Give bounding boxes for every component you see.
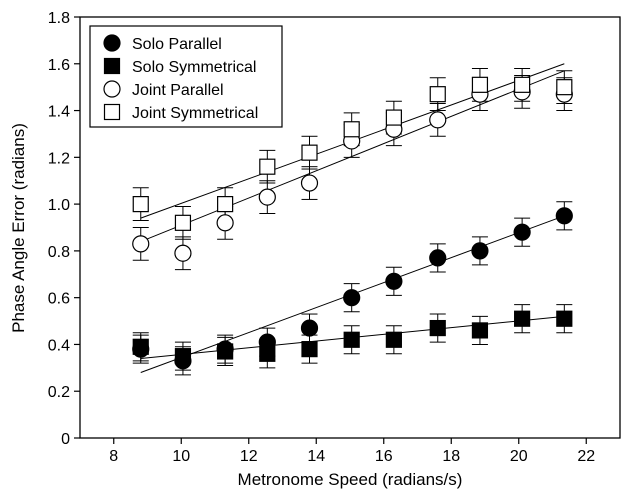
joint-symmetrical-point	[132, 196, 149, 213]
joint-symmetrical-point	[301, 144, 318, 161]
solo-parallel-point	[343, 289, 361, 307]
y-axis-title: Phase Angle Error (radians)	[9, 123, 28, 333]
joint-parallel-point	[174, 244, 192, 262]
y-tick-label: 0.2	[48, 384, 70, 401]
x-tick-label: 18	[442, 448, 460, 465]
solo-parallel-point	[429, 249, 447, 267]
x-tick-label: 8	[109, 448, 118, 465]
solo-parallel-point	[300, 319, 319, 337]
joint-parallel-point	[216, 214, 234, 232]
solo-parallel-point	[513, 223, 531, 241]
y-tick-label: 1.2	[48, 150, 70, 167]
joint-symmetrical-point	[385, 109, 402, 126]
joint-symmetrical-point	[217, 196, 234, 213]
plot-frame	[79, 16, 621, 439]
legend-label-joint-symmetrical: Joint Symmetrical	[132, 105, 258, 122]
joint-symmetrical-point	[174, 214, 192, 231]
x-tick-label: 22	[577, 448, 595, 465]
x-tick-label: 10	[172, 448, 190, 465]
joint-parallel-point	[258, 188, 276, 206]
legend-box	[89, 25, 283, 128]
y-tick-label: 1.6	[48, 57, 70, 74]
joint-symmetrical-point	[259, 158, 276, 175]
solo-parallel-point	[471, 242, 489, 260]
y-tick-label: 1.8	[48, 10, 70, 27]
solo-parallel-point	[385, 272, 403, 290]
joint-parallel-point	[300, 174, 319, 192]
solo-symmetrical-point	[259, 345, 276, 362]
solo-symmetrical-point	[514, 310, 531, 327]
joint-symmetrical-point	[471, 76, 489, 93]
x-tick-label: 12	[240, 448, 258, 465]
legend-marker-solo-symmetrical	[103, 57, 121, 75]
y-tick-label: 1.4	[48, 104, 70, 121]
solo-symmetrical-point	[429, 319, 446, 337]
joint-parallel-fit-line	[140, 70, 565, 242]
solo-symmetrical-point	[471, 322, 489, 339]
joint-symmetrical-point	[556, 79, 573, 96]
joint-parallel-point	[429, 111, 447, 129]
joint-parallel-point	[132, 235, 150, 253]
legend: Solo Parallel Solo Symmetrical Joint Paral…	[89, 25, 283, 128]
legend-label-solo-symmetrical: Solo Symmetrical	[132, 59, 256, 76]
x-axis-ticks: 8 10 12 14 16 18 20 22	[109, 438, 595, 465]
solo-symmetrical-point	[556, 310, 573, 327]
joint-symmetrical-point	[343, 121, 360, 138]
legend-marker-joint-parallel	[103, 80, 121, 98]
solo-parallel-point	[555, 207, 573, 225]
solo-symmetrical-point	[174, 348, 192, 365]
solo-symmetrical-point	[385, 331, 402, 348]
solo-symmetrical-point	[343, 331, 360, 348]
legend-marker-joint-symmetrical	[103, 103, 121, 121]
legend-label-solo-parallel: Solo Parallel	[132, 36, 222, 53]
y-tick-label: 1.0	[48, 197, 70, 214]
legend-label-joint-parallel: Joint Parallel	[132, 82, 224, 99]
x-tick-label: 16	[375, 448, 393, 465]
x-tick-label: 14	[307, 448, 325, 465]
x-tick-label: 20	[510, 448, 528, 465]
y-tick-label: 0.4	[48, 337, 70, 354]
solo-symmetrical-point	[301, 341, 318, 358]
y-tick-label: 0.6	[48, 291, 70, 308]
solo-symmetrical-point	[217, 343, 234, 360]
markers	[132, 76, 573, 370]
x-axis-title: Metronome Speed (radians/s)	[238, 470, 463, 489]
y-axis-ticks: 0 0.2 0.4 0.6 0.8 1.0 1.2 1.4 1.6 1.8	[48, 10, 80, 448]
joint-symmetrical-point	[429, 86, 446, 103]
joint-symmetrical-point	[514, 76, 531, 93]
solo-symmetrical-point	[132, 338, 149, 355]
legend-marker-solo-parallel	[103, 34, 121, 52]
y-tick-label: 0.8	[48, 244, 70, 261]
y-tick-label: 0	[61, 431, 70, 448]
